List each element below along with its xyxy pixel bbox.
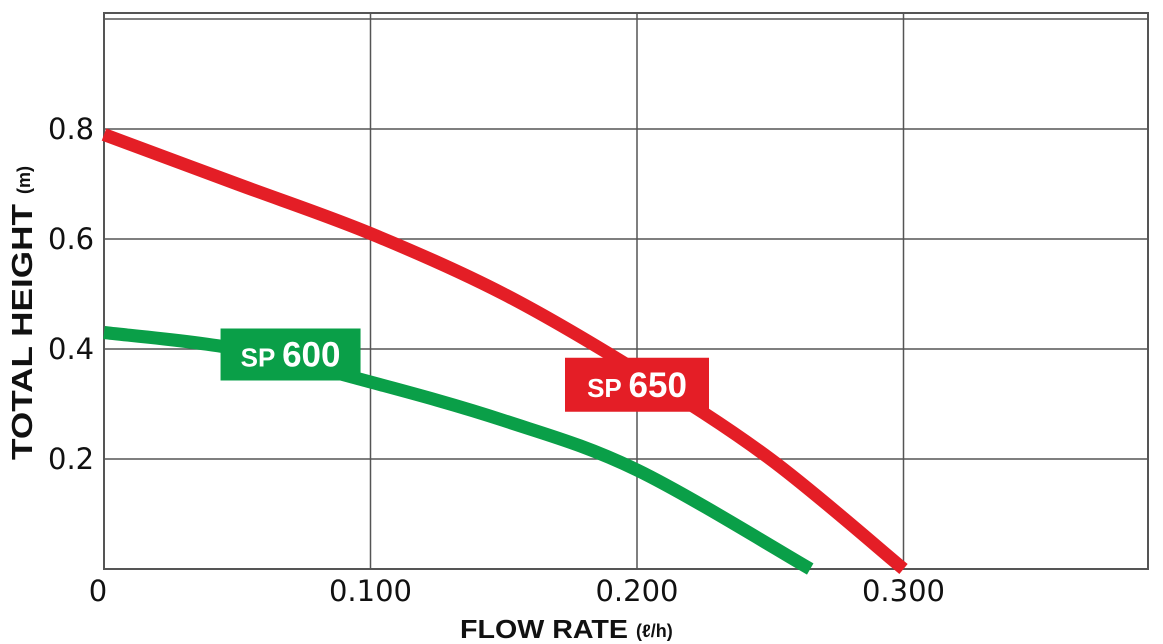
sp-650-label-text: SP 650 — [587, 366, 687, 405]
series-labels: SP 650 SP 600 — [220, 328, 709, 412]
y-tick-label: 0.4 — [48, 332, 94, 366]
x-tick-label: 0.200 — [595, 574, 678, 608]
grid — [103, 12, 1149, 570]
plot-frame — [103, 12, 1149, 570]
x-tick-label: 0 — [89, 574, 107, 608]
y-tick-label: 0.2 — [48, 442, 94, 476]
sp-650-line — [101, 128, 908, 575]
x-tick-label: 0.300 — [862, 574, 945, 608]
sp-600-label-text: SP 600 — [241, 336, 341, 375]
y-axis-title-group: TOTAL HEIGHT (m) — [7, 166, 39, 460]
x-tick-label: 0.100 — [329, 574, 412, 608]
sp-650-label-box — [565, 357, 709, 412]
y-tick-label: 0.6 — [48, 222, 94, 256]
sp-600-label: SP 600 — [220, 328, 361, 381]
sp-600-label-box — [220, 328, 361, 381]
y-tick-label: 0.8 — [48, 112, 94, 146]
sp-650-label: SP 650 — [565, 357, 709, 412]
tick-labels: 0 0.100 0.200 0.300 0.2 0.4 0.6 0.8 — [48, 112, 945, 608]
y-axis-unit: (m) — [14, 166, 34, 194]
x-axis-title: FLOW RATE — [460, 614, 628, 644]
y-axis-title: TOTAL HEIGHT — [7, 204, 39, 460]
x-axis-unit: (ℓ/h) — [636, 621, 673, 641]
